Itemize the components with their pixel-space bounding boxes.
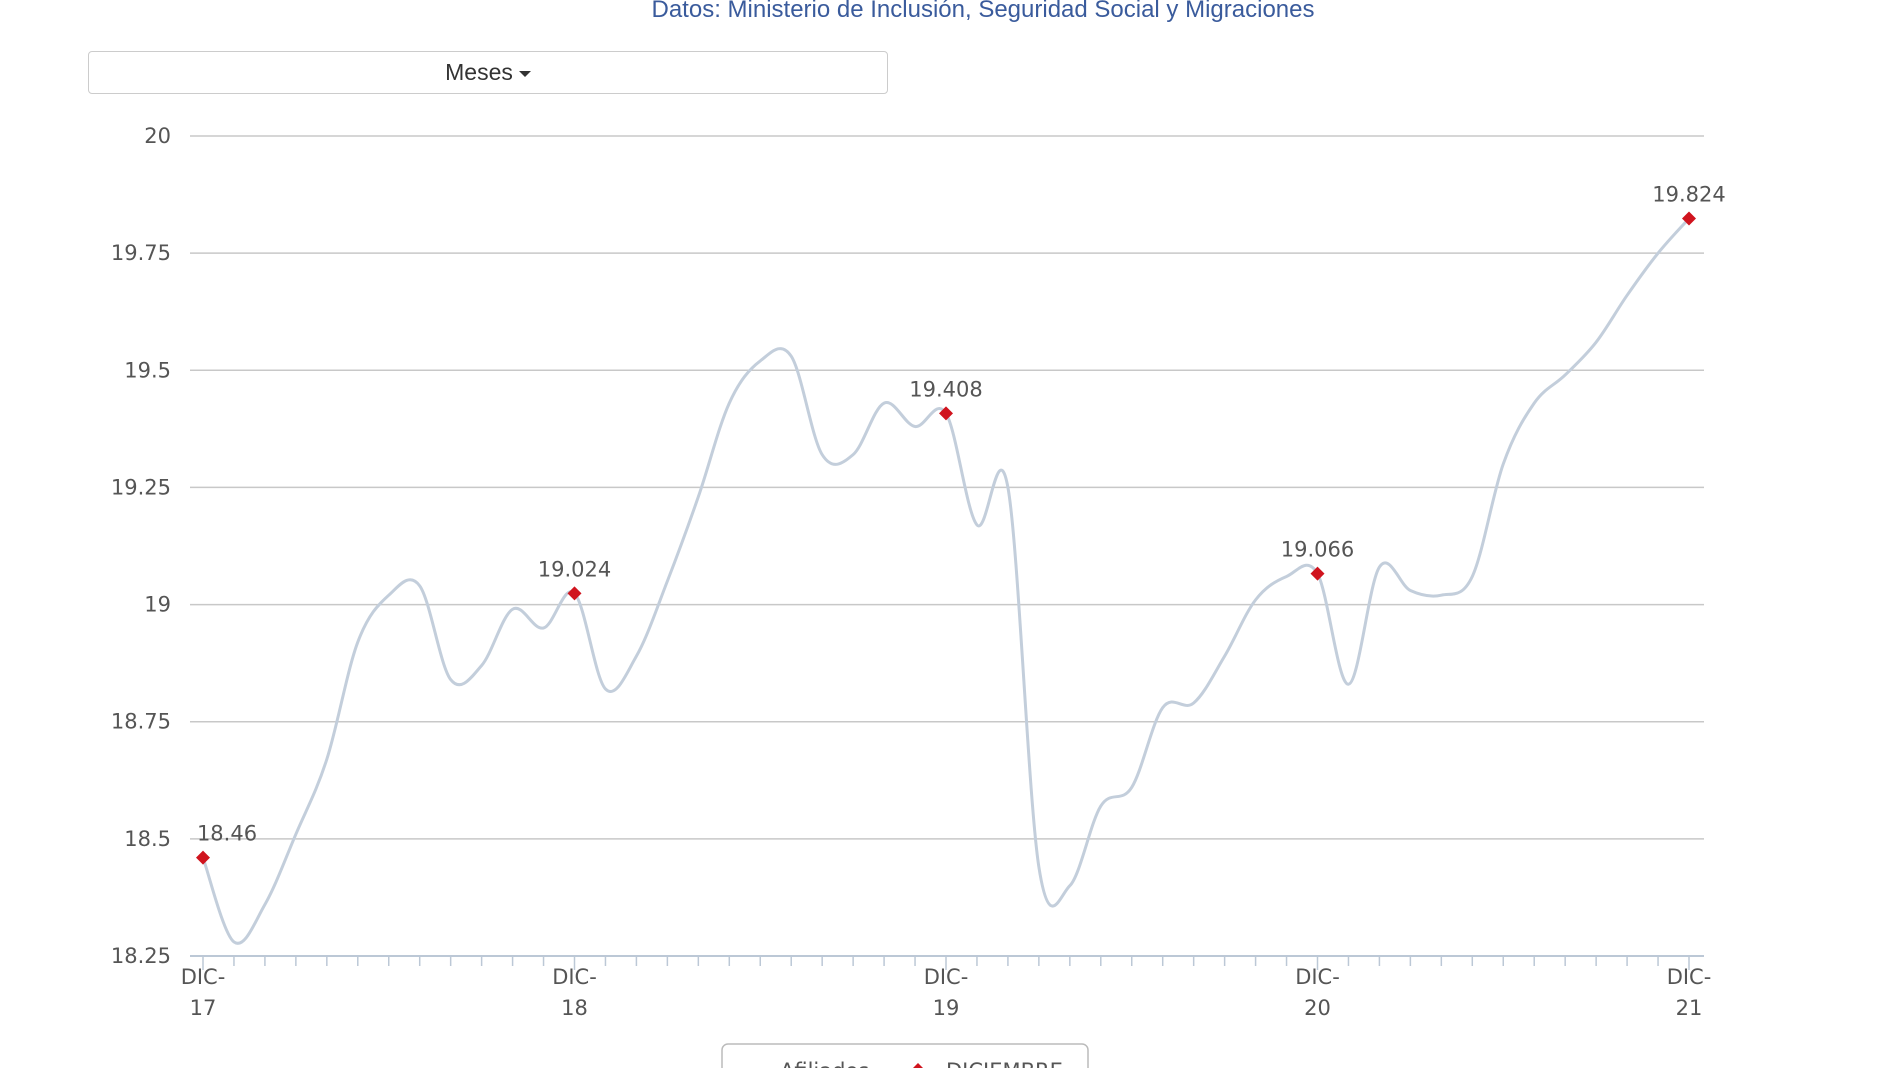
data-label: 19.024: [538, 557, 611, 581]
y-tick-label: 19.25: [111, 475, 171, 499]
legend-marker: [913, 1063, 923, 1068]
data-label: 19.824: [1652, 182, 1725, 206]
legend-box: [721, 1043, 1089, 1068]
x-tick-label: DIC-19: [923, 965, 969, 1020]
data-label: 19.408: [909, 377, 982, 401]
dropdown-label: Meses: [445, 59, 513, 85]
x-tick-label: DIC-17: [180, 965, 226, 1020]
diamond-marker: [1682, 211, 1696, 226]
caret: [518, 70, 531, 77]
y-tick-label: 18.75: [111, 710, 171, 734]
x-tick-label: DIC-18: [552, 965, 597, 1020]
y-tick-label: 19: [144, 593, 171, 617]
diamond-marker: [939, 406, 953, 421]
diamond-marker: [196, 850, 210, 865]
y-tick-label: 20: [144, 124, 171, 148]
x-tick-label: DIC-21: [1666, 965, 1712, 1020]
diamond-marker: [1310, 566, 1325, 581]
legend-label: Afiliados: [780, 1059, 869, 1068]
x-tick-label: DIC-20: [1295, 965, 1340, 1020]
period-dropdown[interactable]: Meses: [88, 51, 888, 94]
legend-label: DICIEMBRE: [946, 1059, 1063, 1068]
series-line: [201, 217, 1691, 945]
y-tick-label: 18.25: [111, 944, 171, 968]
y-tick-label: 18.5: [124, 827, 171, 851]
chart-subtitle: Datos: Ministerio de Inclusión, Segurida…: [651, 0, 1315, 23]
diamond-marker: [567, 586, 582, 601]
data-label: 19.066: [1281, 538, 1354, 562]
y-tick-label: 19.5: [124, 358, 171, 382]
data-label: 18.46: [197, 822, 257, 846]
y-tick-label: 19.75: [111, 241, 171, 265]
